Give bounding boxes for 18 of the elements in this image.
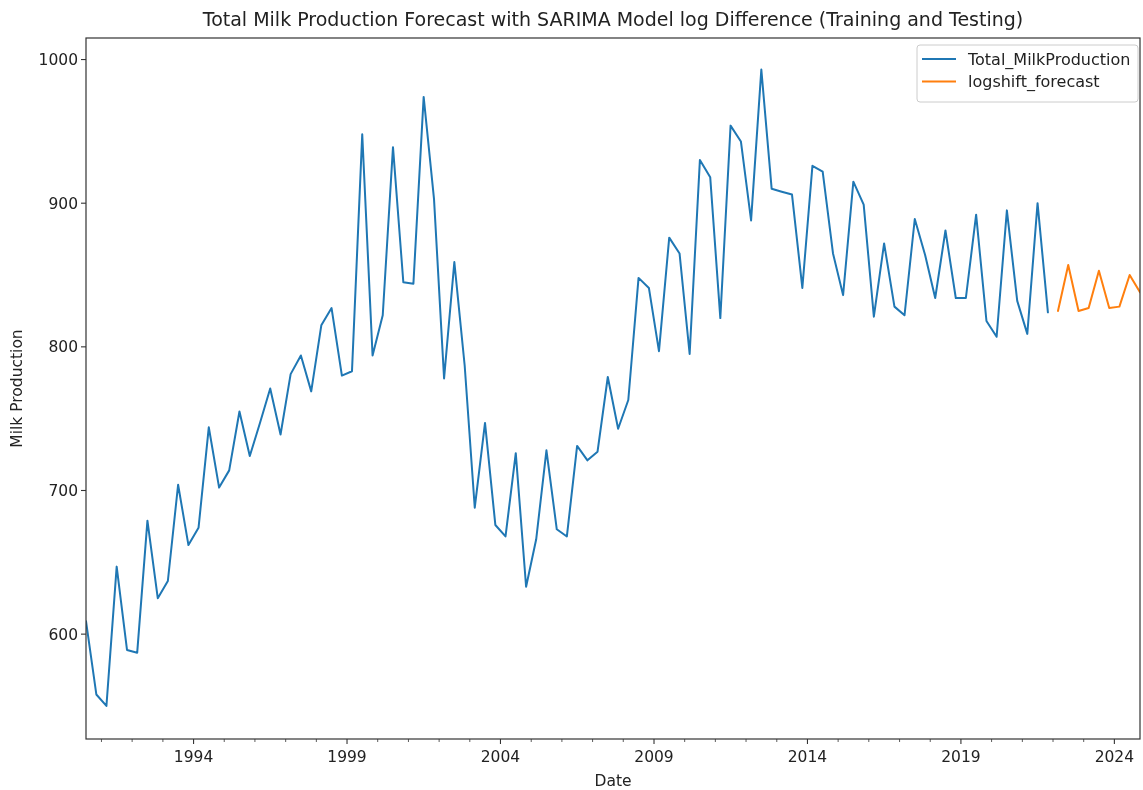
chart-title: Total Milk Production Forecast with SARIMA Model log Difference (Training and Testing) [201,8,1024,30]
x-tick-label: 2009 [634,748,674,766]
y-tick-label: 1000 [38,51,78,70]
x-tick-label: 2024 [1094,748,1135,766]
x-tick-label: 2004 [480,748,521,766]
y-tick-label: 900 [48,194,78,213]
y-tick-label: 600 [48,625,78,644]
x-tick-label: 1994 [173,748,214,766]
x-tick-label: 2014 [787,748,828,766]
x-tick-label: 1999 [327,748,367,766]
y-axis-title: Milk Production [8,329,26,448]
x-axis-title: Date [594,772,632,790]
y-tick-label: 700 [48,481,78,500]
line-series [1056,263,1140,312]
y-tick-label: 800 [48,338,78,357]
legend-label: Total_MilkProduction [967,49,1131,70]
legend-label: logshift_forecast [968,72,1100,92]
x-tick-label: 2019 [941,748,981,766]
